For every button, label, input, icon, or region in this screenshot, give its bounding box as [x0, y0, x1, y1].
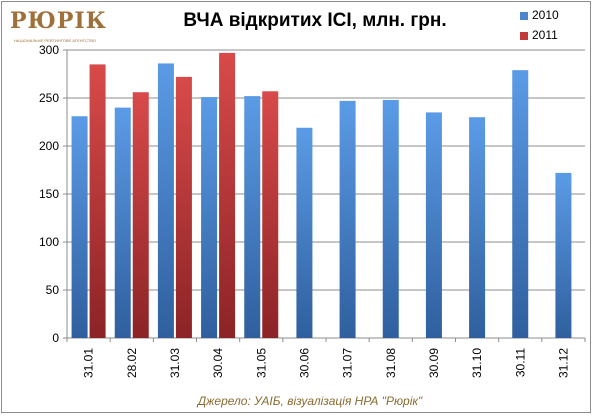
x-tick-label: 31.01	[82, 348, 96, 378]
chart-title: ВЧА відкритих ІСІ, млн. грн.	[183, 10, 447, 31]
bar-2010-31.08	[382, 99, 399, 338]
bar-2011-31.01	[89, 64, 106, 339]
legend-item-2011: 2011	[520, 26, 592, 46]
logo-subtitle: НАЦІОНАЛЬНЕ РЕЙТИНГОВЕ АГЕНТСТВО	[14, 38, 96, 43]
x-tick-label: 31.07	[341, 348, 355, 378]
x-tick-label: 28.02	[125, 348, 139, 378]
bar-2010-31.10	[469, 117, 486, 338]
bar-2011-31.03	[175, 76, 192, 338]
bar-2011-30.04	[219, 52, 236, 338]
x-tick-label: 31.03	[168, 348, 182, 378]
bar-2010-30.06	[296, 127, 313, 338]
logo: РЮРІК НАЦІОНАЛЬНЕ РЕЙТИНГОВЕ АГЕНТСТВО	[10, 8, 107, 46]
bar-2010-31.12	[555, 172, 572, 338]
legend-swatch-2010	[520, 12, 528, 20]
x-tick-label: 30.04	[211, 348, 225, 378]
x-tick-label: 31.08	[384, 348, 398, 378]
bar-2010-31.05	[244, 96, 261, 338]
legend-item-2010: 2010	[520, 6, 592, 26]
source-note: Джерело: УАІБ, візуалізація НРА "Рюрік"	[197, 394, 423, 408]
chart-legend: 2010 2011	[520, 6, 592, 46]
legend-label-2011: 2011	[532, 28, 558, 42]
bar-2010-30.04	[201, 97, 218, 338]
x-tick-label: 31.05	[254, 348, 268, 378]
legend-label-2010: 2010	[532, 8, 559, 22]
x-tick-label: 30.09	[427, 348, 441, 378]
bar-2010-28.02	[114, 107, 131, 338]
y-tick-label: 250	[39, 91, 59, 105]
y-tick-label: 300	[39, 43, 59, 57]
x-tick-label: 30.11	[513, 348, 527, 377]
x-tick-label: 30.06	[297, 348, 311, 378]
y-tick-label: 50	[46, 283, 60, 297]
y-tick-label: 100	[39, 235, 59, 249]
x-tick-label: 31.12	[556, 348, 570, 378]
bar-2011-31.05	[262, 91, 279, 338]
y-tick-label: 200	[39, 139, 59, 153]
bar-2010-31.01	[71, 116, 88, 339]
y-tick-label: 0	[52, 331, 59, 345]
x-tick-label: 31.10	[470, 348, 484, 378]
y-tick-label: 150	[39, 187, 59, 201]
bar-2011-28.02	[132, 92, 149, 339]
bar-2010-30.11	[512, 70, 529, 338]
bar-2010-30.09	[425, 112, 442, 339]
bar-2010-31.07	[339, 100, 356, 338]
bar-2010-31.03	[157, 63, 174, 338]
logo-text: РЮРІК	[10, 8, 107, 34]
legend-swatch-2011	[520, 32, 528, 40]
